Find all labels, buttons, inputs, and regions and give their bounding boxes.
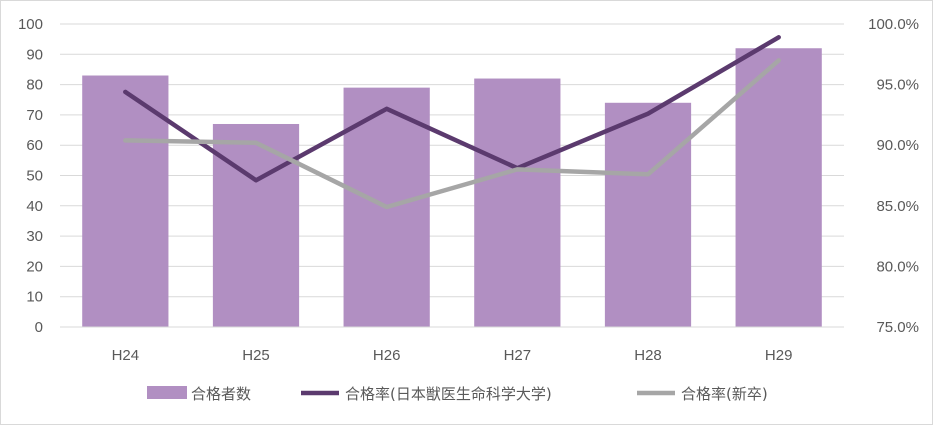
legend-label: 合格率(日本獣医生命科学大学) [345,385,552,403]
legend-swatch [147,386,187,399]
lines [123,35,781,210]
y-right-tick-label: 90.0% [876,137,919,154]
legend-label: 合格者数 [191,385,251,403]
x-tick-label: H27 [504,347,532,364]
y-right-tick-label: 85.0% [876,198,919,215]
series-line [123,58,781,210]
y-left-tick-label: 50 [26,168,43,185]
left-axis: 0 10 20 30 40 50 60 70 80 90 100 [18,16,43,336]
x-tick-label: H26 [373,347,401,364]
bar [474,78,561,327]
x-tick-label: H25 [242,347,270,364]
y-left-tick-label: 60 [26,137,43,154]
series-line [123,35,781,183]
y-left-tick-label: 80 [26,77,43,94]
legend: 合格者数 合格率(日本獣医生命科学大学) 合格率(新卒) [147,385,768,403]
y-right-tick-label: 100.0% [868,16,919,33]
x-axis: H24 H25 H26 H27 H28 H29 [60,326,844,364]
y-right-tick-label: 95.0% [876,77,919,94]
bar [82,75,169,327]
y-left-tick-label: 90 [26,46,43,63]
y-left-tick-label: 10 [26,289,43,306]
y-left-tick-label: 30 [26,228,43,245]
y-left-tick-label: 20 [26,258,43,275]
right-axis: 75.0% 80.0% 85.0% 90.0% 95.0% 100.0% [868,16,919,336]
legend-label: 合格率(新卒) [681,385,768,403]
bar [735,48,822,328]
y-left-tick-label: 70 [26,107,43,124]
x-tick-label: H29 [765,347,793,364]
y-left-tick-label: 0 [35,319,43,336]
y-right-tick-label: 75.0% [876,319,919,336]
bar [604,102,692,327]
y-right-tick-label: 80.0% [876,258,919,275]
y-left-tick-label: 40 [26,198,43,215]
bar [212,123,300,328]
y-left-tick-label: 100 [18,16,43,33]
x-tick-label: H24 [112,347,140,364]
x-tick-label: H28 [634,347,662,364]
